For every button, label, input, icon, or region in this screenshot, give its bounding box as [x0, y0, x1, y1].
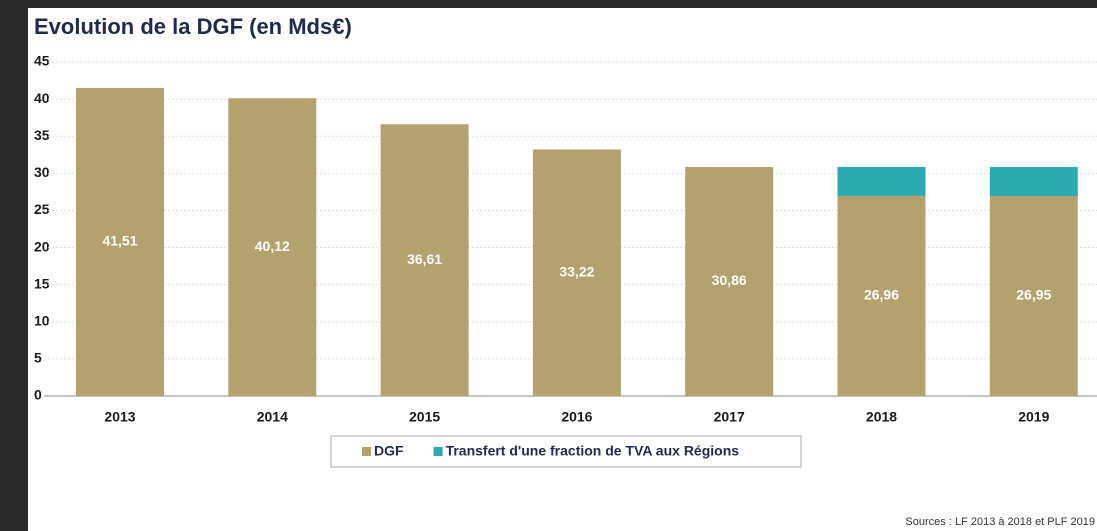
data-label: 30,86 — [712, 272, 747, 288]
chart-title: Evolution de la DGF (en Mds€) — [34, 14, 352, 39]
y-tick-label: 45 — [34, 53, 50, 69]
y-tick-label: 40 — [34, 90, 50, 106]
legend-label: DGF — [374, 443, 404, 459]
x-tick-label: 2015 — [409, 409, 440, 425]
bar-segment — [228, 98, 317, 396]
legend-swatch — [433, 447, 443, 456]
bar-segment — [989, 167, 1078, 196]
bar-segment — [837, 166, 926, 196]
bar-segment — [837, 195, 926, 396]
data-label: 36,61 — [407, 251, 442, 267]
x-tick-label: 2013 — [104, 409, 135, 425]
x-tick-label: 2018 — [866, 409, 897, 425]
x-tick-label: 2016 — [561, 409, 592, 425]
y-tick-label: 25 — [34, 201, 50, 217]
y-tick-label: 0 — [34, 387, 42, 403]
data-label: 41,51 — [102, 233, 137, 249]
y-tick-label: 15 — [34, 275, 50, 291]
data-label: 26,96 — [864, 287, 899, 303]
source-note: Sources : LF 2013 à 2018 et PLF 2019 — [905, 516, 1095, 528]
x-tick-label: 2014 — [257, 409, 288, 425]
y-tick-label: 35 — [34, 127, 50, 143]
y-tick-label: 20 — [34, 238, 50, 254]
x-tick-label: 2017 — [714, 409, 745, 425]
y-tick-label: 10 — [34, 312, 50, 328]
bar-segment — [685, 166, 774, 396]
legend-box — [330, 435, 802, 468]
legend-label: Transfert d'une fraction de TVA aux Régi… — [446, 443, 740, 459]
data-label: 33,22 — [559, 263, 594, 279]
y-tick-label: 30 — [34, 164, 50, 180]
bar-segment — [989, 195, 1078, 396]
y-tick-label: 5 — [34, 350, 42, 366]
bar-segment — [76, 87, 164, 396]
data-label: 40,12 — [255, 238, 290, 254]
x-tick-label: 2019 — [1018, 409, 1049, 425]
legend-swatch — [362, 447, 371, 456]
data-label: 26,95 — [1016, 287, 1051, 303]
bar-segment — [380, 124, 469, 396]
bar-segment — [532, 149, 621, 396]
